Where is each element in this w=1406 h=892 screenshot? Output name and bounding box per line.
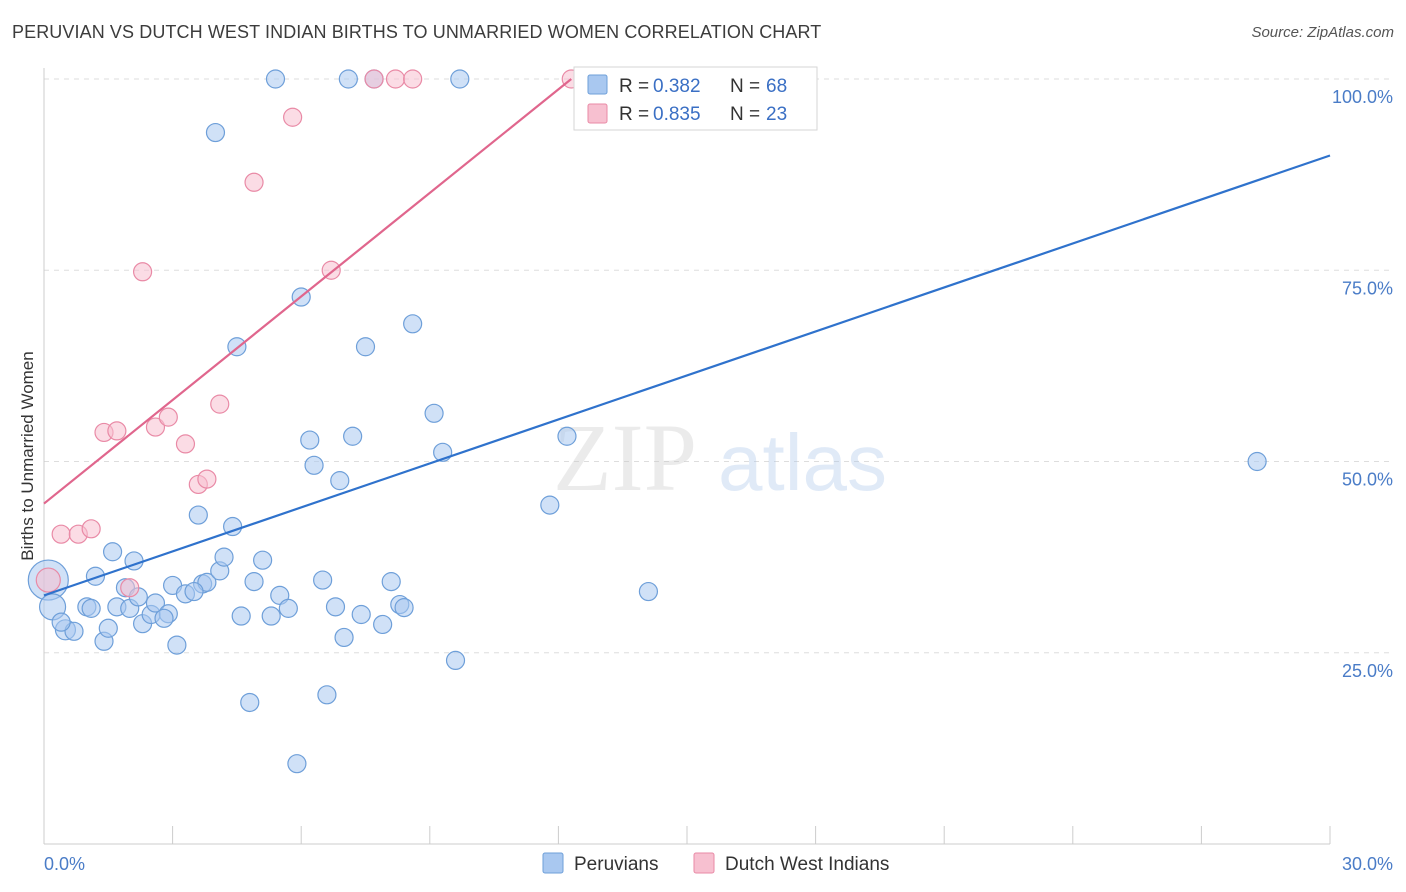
peruvians-point-49 (355, 337, 376, 357)
peruvians-trend-line (43, 154, 1331, 597)
dutch-west-indians-point-18 (385, 69, 406, 89)
peruvians-point-20 (167, 635, 187, 655)
peruvians-point-31 (240, 692, 260, 713)
peruvians-point-59 (450, 69, 470, 89)
dutch-n-label: N = (730, 104, 760, 125)
dutch-west-indians-point-9 (158, 407, 178, 427)
dutch-west-indians-point-14 (244, 172, 264, 192)
peruvians-point-25 (205, 122, 226, 143)
peruvians-point-34 (261, 606, 281, 626)
peruvians-point-41 (304, 455, 324, 475)
peruvians-point-35 (265, 69, 286, 89)
peruvians-point-44 (330, 471, 350, 491)
dutch-west-indians-trend-line (43, 78, 572, 505)
dutch-west-indians-point-6 (120, 578, 140, 598)
peruvians-point-54 (394, 598, 414, 618)
y-tick-label-50: 50.0% (1342, 470, 1393, 490)
peruvians-point-52 (381, 572, 401, 592)
axes (43, 68, 1331, 845)
peruvians-point-22 (188, 505, 208, 525)
watermark-atlas: atlas (718, 418, 887, 507)
peruvians-point-17 (145, 593, 166, 613)
dutch-west-indians-point-7 (132, 262, 153, 282)
chart-title: PERUVIAN VS DUTCH WEST INDIAN BIRTHS TO … (12, 22, 822, 42)
peruvians-r-value: 0.382 (653, 76, 701, 97)
peruvians-point-51 (373, 614, 393, 635)
y-tick-label-25: 25.0% (1342, 661, 1393, 681)
peruvians-n-label: N = (730, 76, 760, 97)
peruvians-point-55 (403, 314, 423, 334)
peruvians-point-32 (244, 572, 264, 592)
dutch-west-indians-point-0 (35, 567, 61, 593)
peruvians-point-27 (214, 547, 234, 567)
peruvians-point-43 (317, 685, 337, 705)
peruvians-point-61 (557, 426, 577, 446)
peruvians-point-9 (102, 542, 123, 562)
peruvians-point-28 (223, 516, 243, 537)
y-tick-label-100: 100.0% (1332, 87, 1393, 107)
peruvians-point-67 (325, 597, 346, 617)
dutch-r-label: R = (619, 104, 649, 125)
dutch-west-indians-points (35, 69, 804, 598)
dutch-west-indians-point-19 (403, 69, 423, 89)
peruvians-point-37 (278, 598, 298, 618)
x-tick-label-max: 30.0% (1342, 854, 1393, 874)
legend-dutch-west-indians-label: Dutch West Indians (725, 854, 889, 875)
peruvians-n-value: 68 (766, 76, 787, 97)
gridlines (44, 78, 1393, 654)
peruvians-point-60 (540, 495, 560, 515)
peruvians-point-46 (338, 69, 358, 89)
series-legend: Peruvians Dutch West Indians (542, 852, 889, 875)
peruvians-point-47 (343, 426, 363, 446)
peruvians-point-48 (351, 604, 371, 625)
x-axis-ticks (43, 826, 1331, 844)
dutch-west-indians-point-8 (145, 417, 166, 437)
peruvians-point-58 (445, 650, 466, 671)
peruvians-point-8 (98, 618, 118, 638)
peruvians-point-5 (81, 598, 101, 618)
stats-legend: R = 0.382 N = 68 R = 0.835 N = 23 (573, 66, 818, 131)
peruvians-point-38 (287, 754, 307, 774)
trend-lines (43, 78, 1331, 597)
dutch-west-indians-point-5 (107, 421, 127, 441)
source-label: Source: ZipAtlas.com (1251, 24, 1394, 41)
peruvians-point-64 (51, 612, 71, 632)
dutch-west-indians-point-1 (51, 524, 71, 544)
peruvians-point-63 (1247, 451, 1267, 472)
y-tick-labels: 25.0% 50.0% 75.0% 100.0% (1332, 87, 1393, 681)
x-tick-label-min: 0.0% (44, 854, 85, 874)
peruvians-point-33 (253, 550, 273, 570)
dutch-west-indians-point-12 (197, 469, 217, 489)
peruvians-point-6 (85, 566, 106, 586)
peruvians-r-label: R = (619, 76, 649, 97)
peruvians-point-42 (313, 570, 333, 590)
peruvians-point-62 (638, 581, 659, 602)
dutch-west-indians-point-10 (175, 434, 196, 454)
peruvians-point-66 (184, 581, 204, 602)
legend-peruvians-label: Peruvians (574, 854, 659, 875)
dutch-n-value: 23 (766, 104, 787, 125)
dutch-west-indians-point-13 (210, 394, 230, 414)
watermark: ZIP atlas (553, 404, 887, 511)
stats-legend-box (573, 66, 818, 131)
peruvians-point-30 (231, 606, 251, 626)
peruvians-point-40 (300, 430, 320, 450)
dutch-r-value: 0.835 (653, 104, 701, 125)
y-tick-label-75: 75.0% (1342, 278, 1393, 298)
y-axis-label: Births to Unmarried Women (18, 351, 37, 560)
peruvians-point-56 (424, 403, 444, 423)
watermark-zip: ZIP (553, 404, 697, 511)
x-tick-labels: 0.0% 30.0% (44, 854, 1393, 874)
peruvians-points (27, 69, 1267, 774)
peruvians-point-65 (154, 608, 174, 628)
dutch-west-indians-point-3 (81, 519, 101, 539)
peruvians-point-45 (334, 627, 354, 648)
legend-peruvians-swatch (542, 852, 564, 874)
dutch-west-indians-point-15 (283, 107, 303, 127)
dutch-west-indians-point-17 (364, 69, 384, 89)
legend-dutch-west-indians-swatch (693, 852, 715, 874)
dutch-west-indians-swatch (587, 103, 608, 124)
peruvians-swatch (587, 74, 608, 95)
